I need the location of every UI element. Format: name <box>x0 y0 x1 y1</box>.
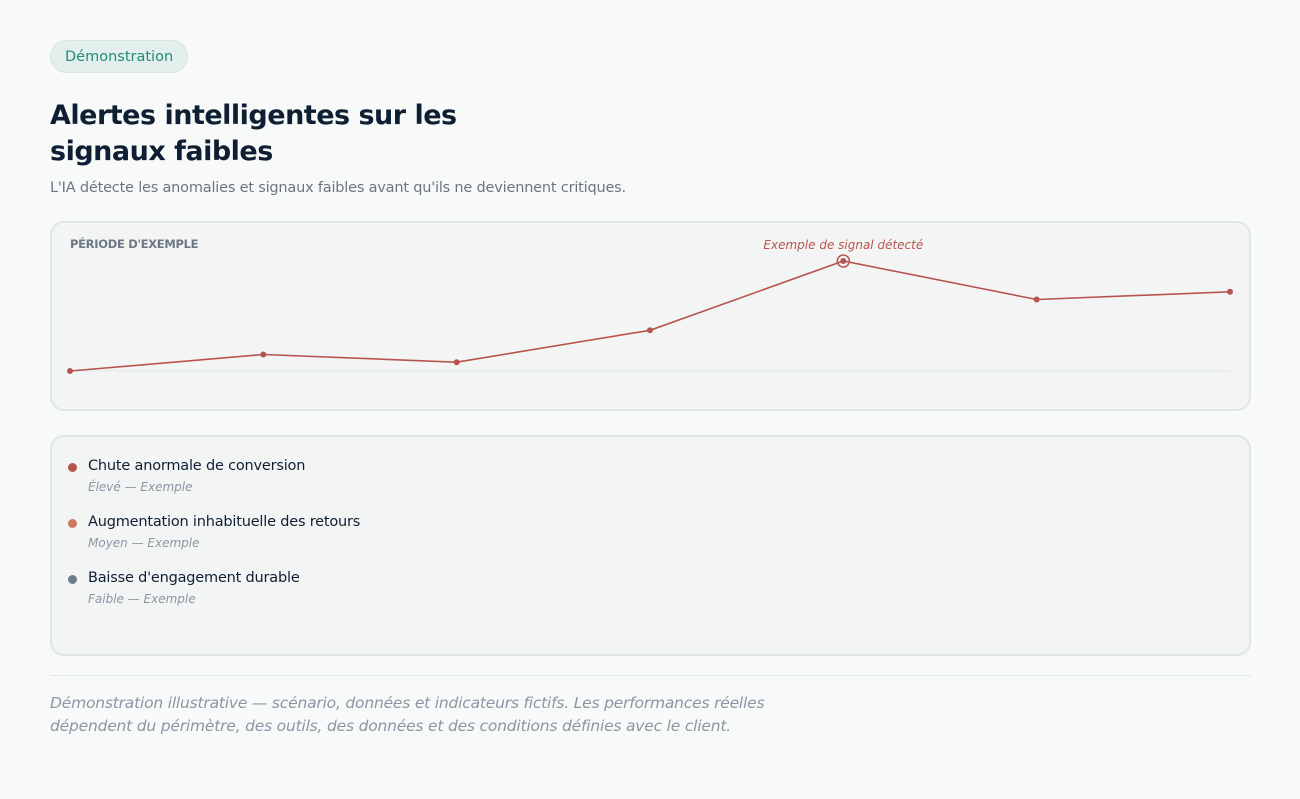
alert-title: Chute anormale de conversion <box>88 458 306 474</box>
alerts-list: Chute anormale de conversion Élevé — Exe… <box>50 435 1251 656</box>
data-point[interactable] <box>67 368 73 374</box>
chart-card: PÉRIODE D'EXEMPLE Exemple de signal déte… <box>50 221 1251 411</box>
signal-line-chart: Exemple de signal détecté <box>67 238 1233 374</box>
disclaimer: Démonstration illustrative — scénario, d… <box>50 694 765 735</box>
divider <box>50 675 1251 676</box>
chart-period-label: PÉRIODE D'EXEMPLE <box>70 237 199 251</box>
severity-high-dot <box>68 463 77 472</box>
page-title: Alertes intelligentes sur les signaux fa… <box>50 100 457 167</box>
alert-meta: Moyen — Exemple <box>88 536 200 550</box>
data-point[interactable] <box>840 258 847 264</box>
demo-badge: Démonstration <box>50 40 189 73</box>
data-point[interactable] <box>647 327 653 334</box>
data-point[interactable] <box>1227 288 1233 295</box>
page-subtitle: L'IA détecte les anomalies et signaux fa… <box>50 180 626 196</box>
page: Démonstration Alertes intelligentes sur … <box>50 40 1251 735</box>
data-point[interactable] <box>1033 296 1040 303</box>
severity-low-dot <box>68 575 77 584</box>
severity-medium-dot <box>68 519 77 528</box>
data-point[interactable] <box>260 351 267 358</box>
alert-meta: Élevé — Exemple <box>88 480 193 494</box>
alert-title: Augmentation inhabituelle des retours <box>88 514 361 530</box>
alert-meta: Faible — Exemple <box>88 592 196 606</box>
signal-highlight-ring[interactable] <box>836 254 851 268</box>
series-line <box>69 260 1231 372</box>
data-point[interactable] <box>453 359 460 366</box>
signal-annotation: Exemple de signal détecté <box>763 238 923 252</box>
alert-title: Baisse d'engagement durable <box>88 570 300 586</box>
